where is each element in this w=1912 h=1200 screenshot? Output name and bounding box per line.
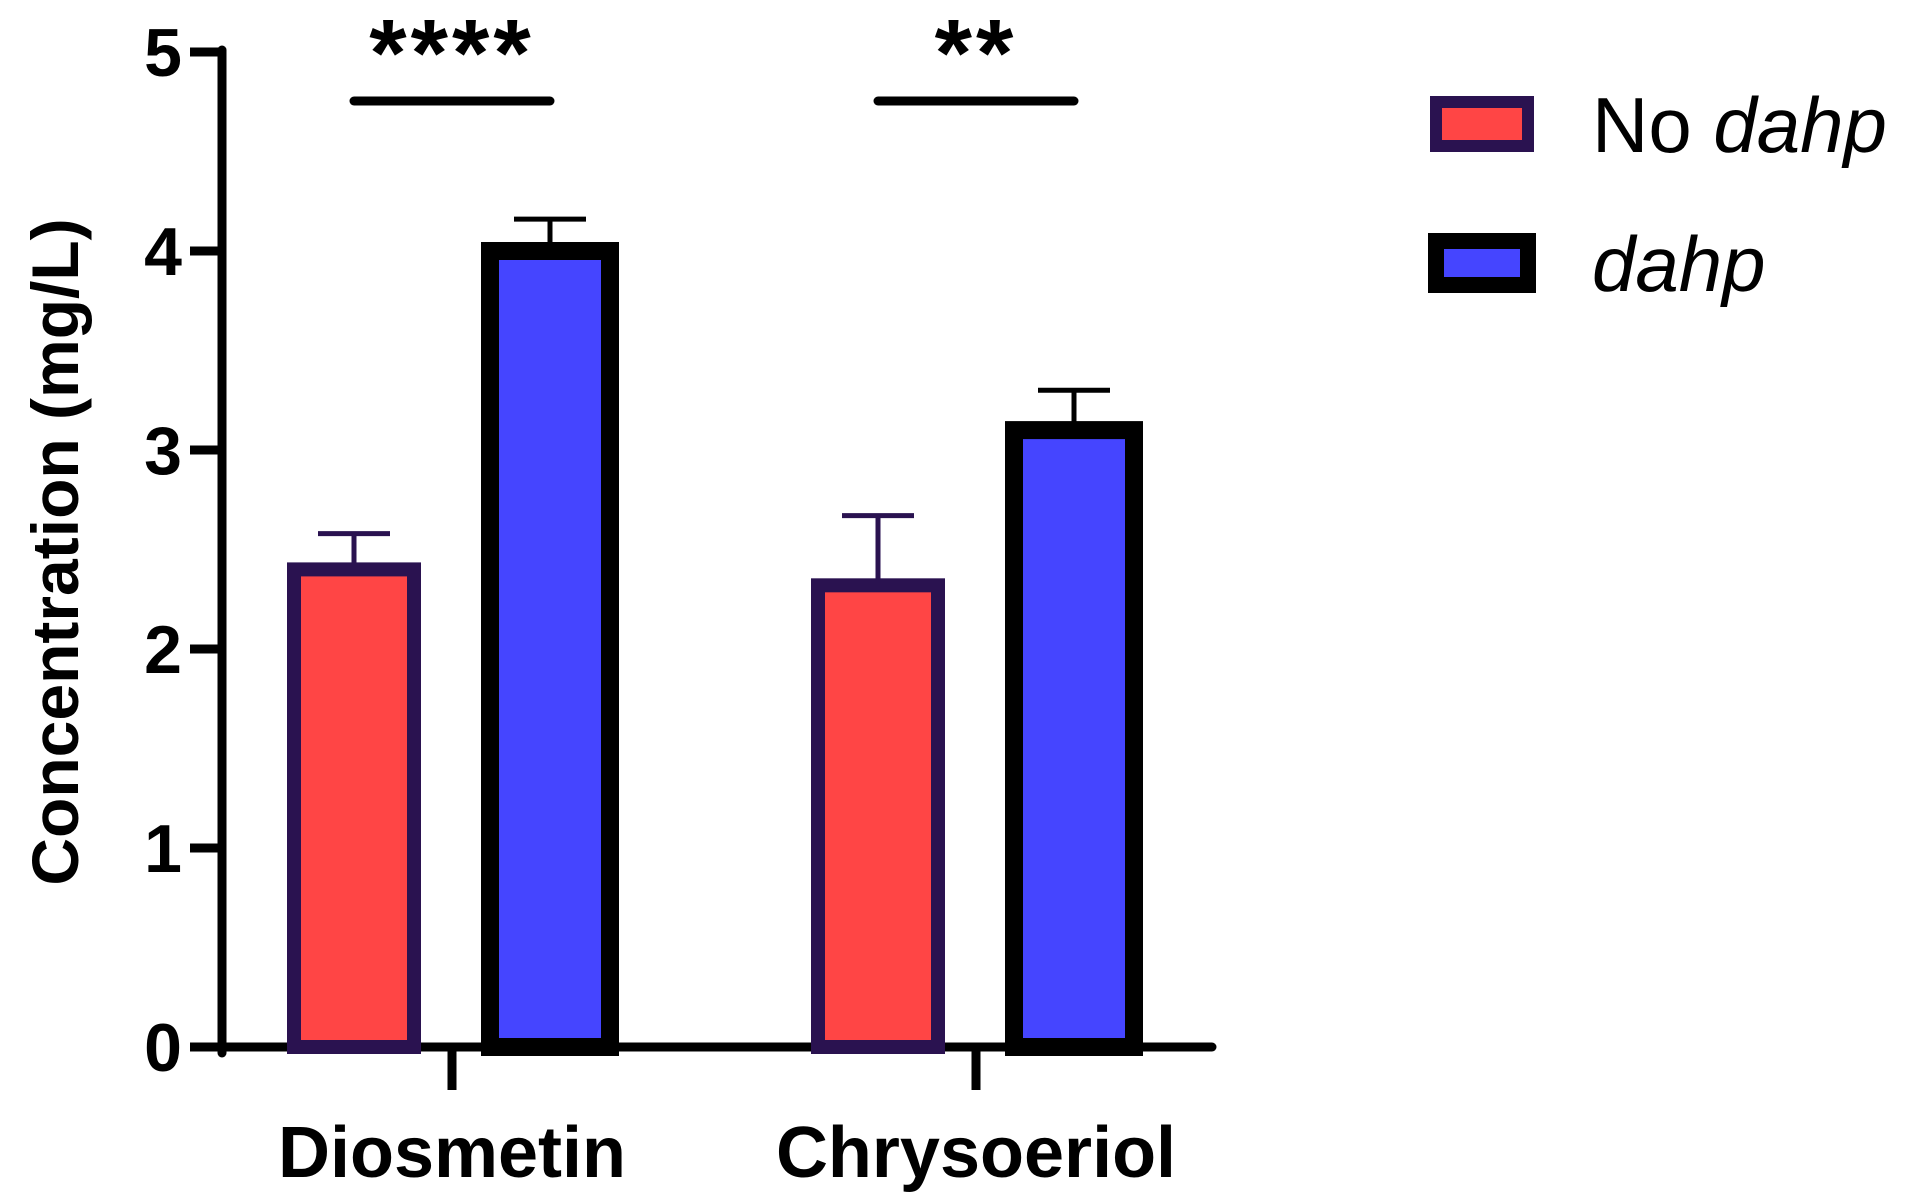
y-tick-label: 3 — [144, 413, 182, 489]
y-tick-label: 5 — [144, 15, 182, 91]
significance-annotations: **** ** — [349, 0, 1079, 107]
legend-label-dahp: dahp — [1592, 220, 1766, 308]
bar-diosmetin-no-dahp — [287, 562, 421, 1055]
bar-chrysoeriol-no-dahp — [811, 578, 945, 1054]
x-tick-label-diosmetin: Diosmetin — [278, 1113, 626, 1193]
legend-label-no-dahp: No dahp — [1592, 81, 1887, 169]
y-axis-label: Concentration (mg/L) — [18, 218, 92, 885]
bars — [287, 216, 1143, 1057]
axes: 0 1 2 3 4 5 Diosmetin Chrysoeriol — [144, 15, 1217, 1193]
bar-chrysoeriol-dahp — [1005, 421, 1143, 1057]
legend-label-italic: dahp — [1713, 81, 1887, 169]
x-tick-label-chrysoeriol: Chrysoeriol — [776, 1113, 1176, 1193]
y-tick-label: 2 — [144, 612, 182, 688]
legend-label-prefix: No — [1592, 81, 1713, 169]
significance-stars: ** — [935, 0, 1018, 107]
legend-swatch-no-dahp — [1430, 96, 1534, 152]
y-tick-label: 4 — [144, 214, 182, 290]
bar-diosmetin-dahp — [481, 242, 619, 1056]
significance-stars: **** — [369, 0, 534, 107]
legend-label-italic: dahp — [1592, 220, 1766, 308]
y-tick-label: 0 — [144, 1010, 182, 1086]
y-tick-label: 1 — [144, 811, 182, 887]
legend-swatch-dahp — [1428, 233, 1536, 293]
